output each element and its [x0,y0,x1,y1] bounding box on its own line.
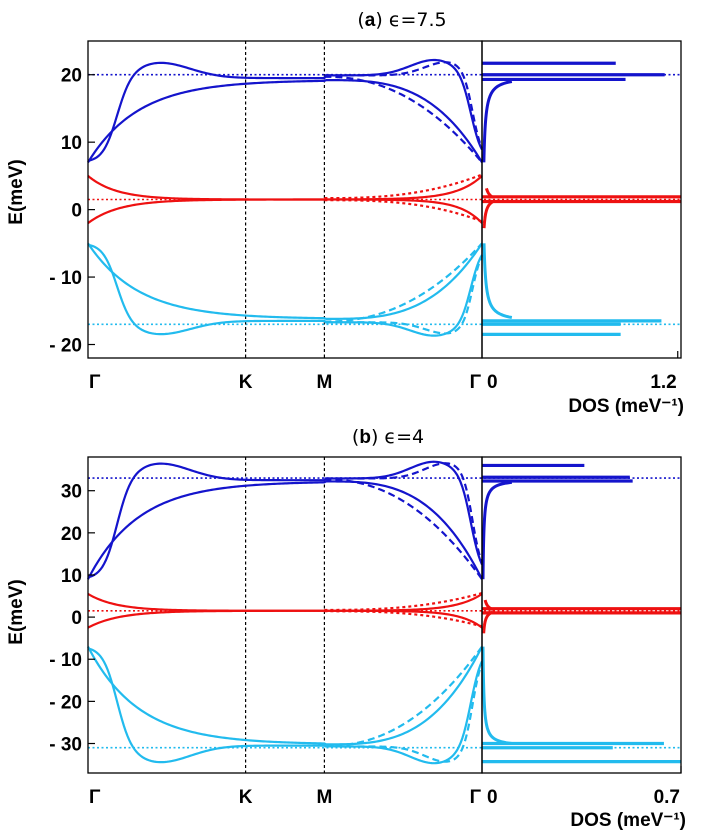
upper-band-3-dashed [324,462,484,563]
x-tick-label: M [316,787,332,808]
lower-band-3-dashed [324,662,484,763]
upper-band-4-dashed [324,75,483,164]
dos-tail-flat-lower [482,610,494,634]
dos-tail-upper [481,480,513,580]
x-tick-label: M [316,372,332,393]
y-tick-label: - 30 [49,735,82,756]
dos-tick-label: 0 [487,372,498,393]
lower-band-1 [87,647,484,765]
panel-a-epsilon: ϵ=7.5 [389,9,447,31]
panel-b-dos-label: DOS (meV⁻¹) [570,810,686,831]
dos-tail-upper [482,79,513,163]
panel-b-bands [87,457,681,773]
upper-band-4-dashed [324,478,483,580]
y-tick-label: - 10 [49,268,82,289]
flat-band-3-dotted [324,173,483,200]
dos-tick-label: 0 [487,787,498,808]
panel-b-ylabel: E(meV) [6,579,27,644]
dos-tail-lower [482,243,513,320]
x-tick-label: Γ [470,372,482,393]
flat-band-1 [87,592,483,612]
panel-a-dos-label: DOS (meV⁻¹) [568,396,684,417]
panel-a-ylabel: E(meV) [6,159,27,224]
lower-band-4-dashed [324,242,483,323]
y-tick-label: - 20 [49,692,82,713]
dos-frame [481,456,682,774]
panel-a-title: (a) ϵ=7.5 [357,9,446,31]
panel-b-title: (b) ϵ=4 [352,426,424,448]
x-tick-label: K [239,372,253,393]
dos-tick-label: 0.7 [654,787,680,808]
y-tick-label: 10 [61,133,82,154]
flat-band-4-dotted [324,610,483,628]
dos-tail-flat-lower [482,200,494,229]
panel-b-dos [481,463,681,764]
y-tick-label: 20 [61,66,82,87]
x-tick-label: Γ [470,787,482,808]
upper-band-3-dashed [324,61,484,149]
lower-band-1 [87,243,483,337]
upper-band-1 [87,58,483,162]
y-tick-label: 20 [61,524,82,545]
x-tick-label: Γ [89,787,101,808]
flat-band-1 [87,175,483,201]
y-tick-label: 10 [61,566,82,587]
flat-band-2 [87,198,483,224]
lower-band-3-dashed [324,255,483,335]
y-tick-label: - 20 [49,336,82,357]
x-tick-label: K [239,787,253,808]
upper-band-1 [87,460,484,579]
panel-b: (b) ϵ=4 E(meV) DOS (meV⁻¹) 30 20 10 0 - 10 - … [6,426,686,831]
lower-band-2 [87,242,483,320]
lower-band-2 [87,646,483,746]
upper-band-2 [87,480,483,580]
panel-a: (a) ϵ=7.5 E(meV) DOS (meV⁻¹) 20 10 0 - 10 - … [6,9,684,417]
panel-a-dos [482,61,681,336]
panel-a-bands [87,41,681,358]
y-tick-label: - 10 [49,650,82,671]
x-tick-label: Γ [89,372,101,393]
dos-frame [481,40,682,359]
panel-a-label: a [365,10,376,31]
y-tick-label: 30 [61,482,82,503]
dos-tail-lower [481,646,513,745]
flat-band-4-dotted [324,199,483,223]
upper-band-2 [87,79,483,163]
y-tick-label: 0 [71,201,82,222]
lower-band-4-dashed [324,645,483,748]
dos-tick-label: 1.2 [650,372,676,393]
flat-band-3-dotted [324,592,483,612]
panel-b-epsilon: ϵ=4 [384,426,424,448]
flat-band-2 [87,609,483,629]
y-tick-label: 0 [71,608,82,629]
panel-b-label: b [359,427,371,448]
